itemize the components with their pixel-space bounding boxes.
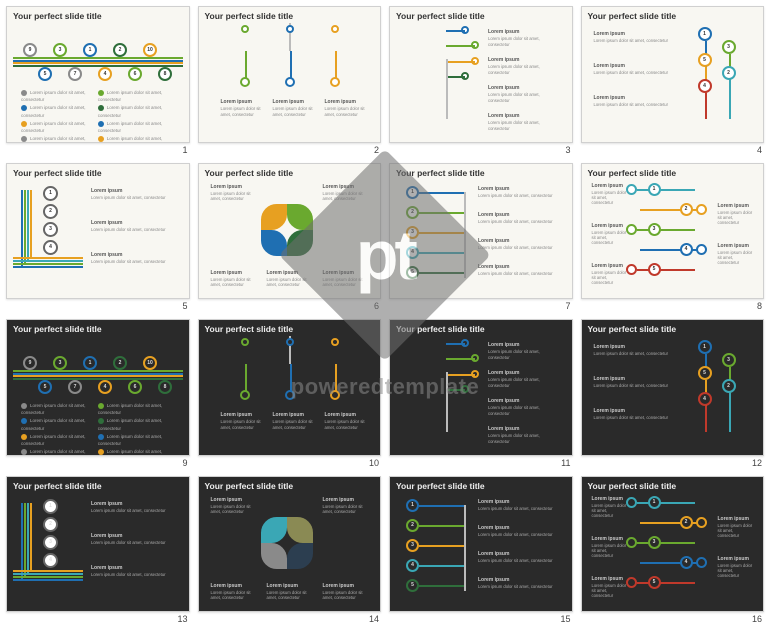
slide-number: 10 <box>198 456 382 468</box>
slide-content: 12345Lorem ipsumLorem ipsum dolor sit am… <box>396 493 566 606</box>
slide-cell[interactable]: Your perfect slide title1234Lorem ipsumL… <box>6 476 190 625</box>
slide-number: 5 <box>6 299 190 311</box>
slide-content: 93121057468Lorem ipsum dolor sit amet, c… <box>13 336 183 449</box>
slide-content: Lorem ipsumLorem ipsum dolor sit amet, c… <box>396 23 566 136</box>
slide-cell[interactable]: Your perfect slide title1234Lorem ipsumL… <box>6 163 190 312</box>
slide-number: 1 <box>6 143 190 155</box>
slide-cell[interactable]: Your perfect slide titleLorem ipsumLorem… <box>581 163 765 312</box>
slide-number: 16 <box>581 612 765 624</box>
slide-title: Your perfect slide title <box>199 320 381 337</box>
slide-thumb[interactable]: Your perfect slide titleLorem ipsumLorem… <box>198 6 382 143</box>
slide-thumb[interactable]: Your perfect slide titleLorem ipsumLorem… <box>198 319 382 456</box>
slide-cell[interactable]: Your perfect slide titleLorem ipsumLorem… <box>389 319 573 468</box>
slide-cell[interactable]: Your perfect slide titleLorem ipsumLorem… <box>198 476 382 625</box>
slide-title: Your perfect slide title <box>582 477 764 494</box>
slide-number: 4 <box>581 143 765 155</box>
slide-content: Lorem ipsumLorem ipsum dolor sit amet, c… <box>588 493 758 606</box>
slide-content: Lorem ipsumLorem ipsum dolor sit amet, c… <box>396 336 566 449</box>
slide-content: Lorem ipsumLorem ipsum dolor sit amet, c… <box>588 180 758 293</box>
slide-number: 15 <box>389 612 573 624</box>
slide-content: 13524Lorem ipsumLorem ipsum dolor sit am… <box>588 23 758 136</box>
slide-number: 2 <box>198 143 382 155</box>
slide-thumb[interactable]: Your perfect slide titleLorem ipsumLorem… <box>581 163 765 300</box>
slide-grid: Your perfect slide title93121057468Lorem… <box>0 0 770 630</box>
slide-content: 93121057468Lorem ipsum dolor sit amet, c… <box>13 23 183 136</box>
slide-cell[interactable]: Your perfect slide title93121057468Lorem… <box>6 6 190 155</box>
slide-thumb[interactable]: Your perfect slide title13524Lorem ipsum… <box>581 6 765 143</box>
slide-title: Your perfect slide title <box>582 164 764 181</box>
slide-thumb[interactable]: Your perfect slide title93121057468Lorem… <box>6 319 190 456</box>
slide-number: 8 <box>581 299 765 311</box>
slide-thumb[interactable]: Your perfect slide title1234Lorem ipsumL… <box>6 163 190 300</box>
slide-thumb[interactable]: Your perfect slide title12345Lorem ipsum… <box>389 476 573 613</box>
slide-thumb[interactable]: Your perfect slide title93121057468Lorem… <box>6 6 190 143</box>
slide-number: 9 <box>6 456 190 468</box>
slide-thumb[interactable]: Your perfect slide title12345Lorem ipsum… <box>389 163 573 300</box>
slide-content: 1234Lorem ipsumLorem ipsum dolor sit ame… <box>13 180 183 293</box>
slide-content: Lorem ipsumLorem ipsum dolor sit amet, c… <box>205 493 375 606</box>
slide-cell[interactable]: Your perfect slide title12345Lorem ipsum… <box>389 476 573 625</box>
slide-cell[interactable]: Your perfect slide titleLorem ipsumLorem… <box>581 476 765 625</box>
slide-title: Your perfect slide title <box>7 7 189 24</box>
slide-title: Your perfect slide title <box>199 164 381 181</box>
slide-cell[interactable]: Your perfect slide titleLorem ipsumLorem… <box>198 6 382 155</box>
slide-thumb[interactable]: Your perfect slide title1234Lorem ipsumL… <box>6 476 190 613</box>
slide-title: Your perfect slide title <box>7 320 189 337</box>
slide-number: 11 <box>389 456 573 468</box>
slide-cell[interactable]: Your perfect slide title12345Lorem ipsum… <box>389 163 573 312</box>
slide-content: Lorem ipsumLorem ipsum dolor sit amet, c… <box>205 336 375 449</box>
slide-thumb[interactable]: Your perfect slide title13524Lorem ipsum… <box>581 319 765 456</box>
slide-title: Your perfect slide title <box>582 320 764 337</box>
slide-cell[interactable]: Your perfect slide title93121057468Lorem… <box>6 319 190 468</box>
slide-number: 14 <box>198 612 382 624</box>
slide-thumb[interactable]: Your perfect slide titleLorem ipsumLorem… <box>581 476 765 613</box>
slide-cell[interactable]: Your perfect slide title13524Lorem ipsum… <box>581 319 765 468</box>
slide-title: Your perfect slide title <box>390 320 572 337</box>
slide-title: Your perfect slide title <box>582 7 764 24</box>
slide-number: 6 <box>198 299 382 311</box>
slide-number: 12 <box>581 456 765 468</box>
slide-cell[interactable]: Your perfect slide title13524Lorem ipsum… <box>581 6 765 155</box>
slide-content: Lorem ipsumLorem ipsum dolor sit amet, c… <box>205 180 375 293</box>
slide-content: 13524Lorem ipsumLorem ipsum dolor sit am… <box>588 336 758 449</box>
slide-content: 12345Lorem ipsumLorem ipsum dolor sit am… <box>396 180 566 293</box>
slide-title: Your perfect slide title <box>199 477 381 494</box>
slide-cell[interactable]: Your perfect slide titleLorem ipsumLorem… <box>198 163 382 312</box>
slide-cell[interactable]: Your perfect slide titleLorem ipsumLorem… <box>389 6 573 155</box>
slide-thumb[interactable]: Your perfect slide titleLorem ipsumLorem… <box>389 6 573 143</box>
slide-content: Lorem ipsumLorem ipsum dolor sit amet, c… <box>205 23 375 136</box>
slide-title: Your perfect slide title <box>390 164 572 181</box>
slide-thumb[interactable]: Your perfect slide titleLorem ipsumLorem… <box>389 319 573 456</box>
slide-cell[interactable]: Your perfect slide titleLorem ipsumLorem… <box>198 319 382 468</box>
slide-title: Your perfect slide title <box>7 477 189 494</box>
slide-title: Your perfect slide title <box>390 477 572 494</box>
slide-number: 13 <box>6 612 190 624</box>
slide-content: 1234Lorem ipsumLorem ipsum dolor sit ame… <box>13 493 183 606</box>
slide-title: Your perfect slide title <box>7 164 189 181</box>
slide-thumb[interactable]: Your perfect slide titleLorem ipsumLorem… <box>198 163 382 300</box>
slide-number: 7 <box>389 299 573 311</box>
slide-title: Your perfect slide title <box>199 7 381 24</box>
slide-number: 3 <box>389 143 573 155</box>
slide-thumb[interactable]: Your perfect slide titleLorem ipsumLorem… <box>198 476 382 613</box>
slide-title: Your perfect slide title <box>390 7 572 24</box>
